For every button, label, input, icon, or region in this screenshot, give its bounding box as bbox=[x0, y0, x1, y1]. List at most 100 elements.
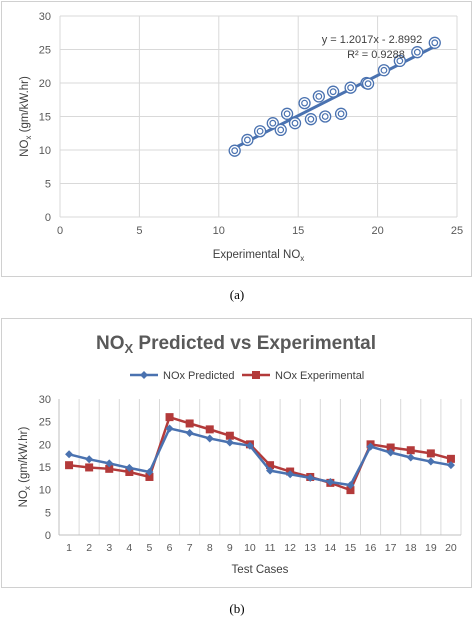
x-tick-label: 16 bbox=[365, 542, 377, 554]
y-tick-label: 10 bbox=[39, 145, 51, 157]
data-point-outer-ring bbox=[312, 90, 325, 103]
data-point-square bbox=[185, 419, 194, 428]
x-tick-label: 2 bbox=[86, 542, 92, 554]
y-tick-label: 15 bbox=[39, 462, 51, 474]
x-tick-label: 3 bbox=[106, 542, 112, 554]
x-tick-label: 14 bbox=[325, 542, 337, 554]
legend-marker bbox=[252, 371, 260, 379]
data-point bbox=[428, 36, 441, 49]
data-point bbox=[319, 110, 332, 123]
data-point-square bbox=[125, 467, 134, 476]
data-point-inner-ring bbox=[277, 126, 285, 134]
data-point-diamond bbox=[185, 429, 194, 437]
data-point bbox=[334, 107, 348, 120]
x-tick-label: 17 bbox=[385, 542, 397, 554]
y-tick-label: 0 bbox=[45, 212, 51, 224]
scatter-chart-panel: 0 5 10 15 20 25 30 0 5 10 15 20 25 y = 1.2017x - 2.89… bbox=[1, 1, 472, 277]
y-tick-label: 0 bbox=[45, 530, 51, 542]
x-tick-label: 8 bbox=[207, 542, 213, 554]
data-point-inner-ring bbox=[256, 127, 264, 135]
data-point bbox=[304, 113, 318, 126]
legend-marker bbox=[140, 371, 148, 379]
data-point-square bbox=[145, 472, 154, 481]
y-axis-label: NOx (gm/kW.hr) bbox=[19, 76, 33, 157]
data-point-diamond bbox=[406, 453, 415, 462]
data-point-inner-ring bbox=[301, 99, 308, 107]
data-point-inner-ring bbox=[291, 119, 299, 127]
data-point bbox=[326, 85, 340, 98]
data-point-outer-ring bbox=[411, 46, 424, 59]
y-axis-label-text: NO bbox=[18, 490, 30, 507]
data-point-square bbox=[406, 446, 415, 455]
data-point-diamond bbox=[426, 457, 435, 466]
data-point-inner-ring bbox=[321, 113, 329, 120]
x-tick-label: 25 bbox=[451, 225, 463, 237]
series-line bbox=[68, 427, 452, 487]
chart-title-subscript: X bbox=[124, 341, 133, 356]
data-point-inner-ring bbox=[364, 80, 372, 88]
y-axis-label-text: NO bbox=[19, 140, 31, 157]
data-point-square bbox=[386, 443, 395, 452]
y-axis-label-unit: (gm/kW.hr) bbox=[19, 76, 31, 136]
data-point bbox=[280, 107, 294, 120]
y-axis-label-subscript: x bbox=[23, 486, 32, 490]
x-tick-label: 7 bbox=[187, 542, 193, 554]
data-point-outer-ring bbox=[241, 133, 254, 147]
x-axis-label-text: Experimental NO bbox=[213, 249, 301, 261]
data-point-square bbox=[85, 463, 94, 472]
data-point-outer-ring bbox=[228, 144, 241, 157]
data-point-inner-ring bbox=[329, 88, 337, 96]
data-point-outer-ring bbox=[319, 110, 332, 123]
line-chart: NOX Predicted vs Experimental NOx Predict… bbox=[18, 333, 462, 576]
data-point-diamond bbox=[125, 463, 134, 472]
x-tick-label: 19 bbox=[425, 542, 437, 554]
data-point-square bbox=[65, 461, 74, 470]
data-point-inner-ring bbox=[413, 48, 421, 56]
data-point-diamond bbox=[326, 477, 335, 486]
x-tick-label: 4 bbox=[126, 542, 132, 554]
chart-title-rest: Predicted vs Experimental bbox=[133, 333, 376, 354]
x-tick-label: 10 bbox=[213, 225, 225, 237]
data-point bbox=[241, 133, 254, 147]
data-point-diamond bbox=[225, 438, 234, 447]
data-point-square bbox=[446, 454, 455, 463]
data-point bbox=[411, 46, 424, 59]
caption-b: (b) bbox=[229, 601, 245, 616]
data-point-outer-ring bbox=[377, 64, 391, 77]
y-axis-label-unit: (gm/kW.hr) bbox=[18, 427, 30, 487]
chart-title: NOX Predicted vs Experimental bbox=[96, 333, 376, 356]
x-tick-label: 5 bbox=[136, 225, 142, 237]
x-tick-label: 10 bbox=[244, 542, 256, 554]
data-point-inner-ring bbox=[231, 147, 239, 155]
y-tick-label: 20 bbox=[39, 78, 51, 90]
x-tick-label: 9 bbox=[227, 542, 233, 554]
x-tick-label: 13 bbox=[304, 542, 316, 554]
data-point-square bbox=[205, 425, 214, 434]
data-point-outer-ring bbox=[361, 77, 375, 90]
data-point-square bbox=[266, 461, 275, 470]
legend-entry: NOx Experimental bbox=[242, 370, 364, 382]
x-tick-label: 12 bbox=[284, 542, 296, 554]
data-point-square bbox=[426, 449, 435, 458]
data-point-outer-ring bbox=[298, 96, 311, 110]
data-point-diamond bbox=[105, 459, 114, 468]
y-tick-label: 5 bbox=[45, 179, 51, 191]
trendline-equation: y = 1.2017x - 2.8992 bbox=[322, 34, 423, 46]
data-point-outer-ring bbox=[274, 123, 287, 137]
data-point bbox=[228, 144, 241, 157]
data-point-outer-ring bbox=[304, 113, 318, 126]
x-tick-label: 6 bbox=[167, 542, 173, 554]
y-axis-label-subscript: x bbox=[24, 136, 33, 140]
x-axis-label-subscript: x bbox=[300, 254, 304, 263]
y-tick-label: 15 bbox=[39, 112, 51, 124]
data-point bbox=[288, 117, 302, 130]
data-point-diamond bbox=[306, 473, 315, 482]
data-point-outer-ring bbox=[428, 36, 441, 49]
data-point-inner-ring bbox=[243, 136, 251, 144]
y-tick-label: 25 bbox=[39, 417, 51, 429]
data-point-outer-ring bbox=[334, 107, 348, 120]
x-axis-label: Test Cases bbox=[232, 564, 289, 576]
data-point-square bbox=[225, 431, 234, 440]
data-point-inner-ring bbox=[347, 84, 355, 92]
data-point bbox=[377, 64, 391, 77]
